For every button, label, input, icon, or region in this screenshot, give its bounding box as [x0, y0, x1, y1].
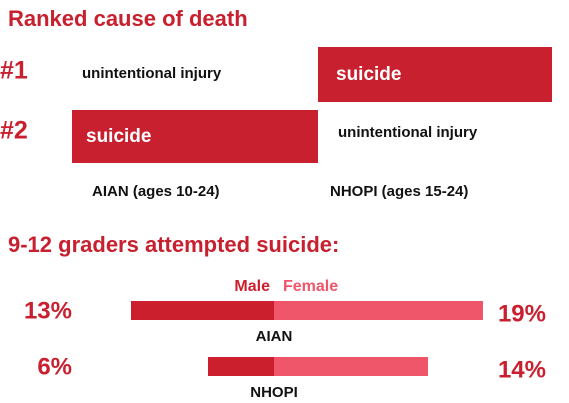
bar	[274, 301, 483, 320]
group-name: AIAN (ages 10-24)	[92, 183, 220, 200]
value-label: 14%	[498, 356, 546, 383]
highlight-box	[72, 110, 318, 163]
cause: suicide	[336, 64, 401, 85]
category-label: AIAN	[256, 328, 293, 345]
cause: unintentional injury	[338, 124, 478, 141]
bar	[274, 357, 428, 376]
cause: unintentional injury	[82, 65, 222, 82]
bar	[208, 357, 274, 376]
highlight-box	[318, 47, 552, 102]
legend-entry: Male	[234, 278, 270, 295]
value-label: 6%	[37, 353, 72, 380]
value-label: 13%	[24, 297, 72, 324]
bar	[131, 301, 274, 320]
legend-entry: Female	[283, 278, 338, 295]
group-name: NHOPI (ages 15-24)	[330, 183, 468, 200]
rank-label: #1	[0, 57, 28, 85]
category-label: NHOPI	[250, 384, 298, 401]
ranking-title: Ranked cause of death	[8, 6, 248, 31]
chart-title: 9-12 graders attempted suicide:	[8, 232, 339, 257]
rank-label: #2	[0, 117, 28, 145]
value-label: 19%	[498, 300, 546, 327]
cause: suicide	[86, 126, 151, 147]
